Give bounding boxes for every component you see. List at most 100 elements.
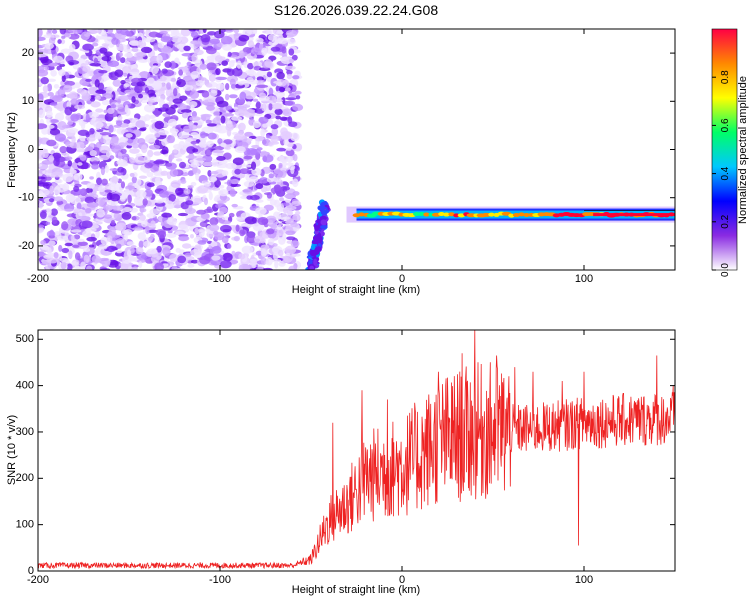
noise-blob: [225, 162, 237, 170]
noise-blob: [286, 236, 296, 241]
noise-blob: [77, 129, 90, 136]
noise-blob: [100, 236, 109, 245]
noise-blob: [50, 34, 60, 39]
x-tick-label: -200: [27, 273, 49, 285]
noise-blob: [154, 108, 161, 117]
noise-blob: [276, 71, 285, 80]
noise-blob: [51, 171, 63, 178]
noise-blob: [244, 216, 257, 225]
noise-blob: [154, 132, 161, 138]
noise-blob: [236, 60, 242, 69]
noise-blob: [272, 251, 279, 261]
noise-blob: [165, 88, 174, 98]
noise-blob: [209, 217, 219, 226]
colorbar-tick-label: 0.0: [720, 263, 731, 277]
noise-blob: [234, 168, 242, 175]
noise-blob: [172, 98, 183, 104]
noise-blob: [207, 170, 212, 177]
noise-blob: [177, 255, 187, 264]
noise-blob: [49, 229, 55, 237]
noise-blob: [216, 125, 229, 134]
noise-blob: [189, 159, 199, 164]
noise-blob: [101, 55, 112, 62]
noise-blob: [160, 222, 166, 227]
noise-blob: [38, 201, 44, 210]
noise-blob: [136, 51, 147, 58]
noise-blob: [239, 229, 246, 237]
noise-blob: [220, 35, 233, 45]
noise-blob: [233, 32, 240, 41]
noise-blob: [290, 222, 299, 228]
noise-blob: [136, 259, 146, 263]
noise-blob: [68, 250, 73, 260]
snr-y-ticks: 0 100 200 300 400 500: [16, 333, 675, 577]
spectrogram-x-ticks: -200 -100 0 100: [27, 29, 593, 285]
noise-blob: [119, 29, 130, 36]
noise-blob: [117, 115, 123, 121]
noise-blob: [197, 240, 207, 245]
noise-blob: [226, 179, 232, 187]
noise-blob: [45, 254, 55, 258]
noise-blob: [135, 189, 147, 198]
signal-core: [488, 212, 495, 217]
noise-blob: [190, 249, 201, 256]
noise-blob: [270, 46, 281, 52]
noise-blob: [223, 139, 233, 145]
noise-blob: [71, 261, 79, 266]
arc-blob: [320, 224, 328, 230]
noise-blob: [98, 244, 109, 250]
noise-blob: [238, 50, 245, 59]
noise-blob: [49, 128, 61, 136]
noise-blob: [138, 175, 148, 179]
noise-blob: [292, 75, 300, 80]
arc-blob: [320, 209, 327, 216]
noise-blob: [124, 61, 131, 67]
noise-blob: [116, 159, 128, 166]
noise-blob: [267, 237, 275, 246]
noise-blob: [68, 61, 74, 66]
noise-blob: [291, 54, 298, 61]
noise-blob: [82, 65, 91, 72]
noise-blob: [271, 127, 279, 137]
noise-blob: [205, 119, 212, 124]
noise-blob: [109, 138, 119, 146]
snr-x-axis-label: Height of straight line (km): [292, 584, 420, 596]
noise-blob: [101, 32, 108, 40]
noise-blob: [128, 157, 135, 163]
noise-blob: [150, 220, 156, 227]
noise-blob: [46, 139, 57, 147]
noise-blob: [294, 90, 302, 95]
noise-blob: [224, 146, 231, 150]
noise-blob: [38, 123, 48, 130]
noise-blob: [181, 112, 189, 119]
noise-blob: [198, 140, 208, 148]
noise-blob: [80, 122, 86, 130]
noise-blob: [95, 133, 102, 140]
noise-blob: [175, 187, 184, 196]
noise-blob: [251, 264, 256, 269]
noise-blob: [292, 153, 298, 162]
noise-blob: [47, 247, 52, 256]
noise-blob: [109, 193, 121, 202]
noise-blob: [252, 120, 261, 129]
noise-blob: [295, 95, 301, 100]
noise-blob: [85, 113, 90, 123]
noise-blob: [38, 182, 50, 187]
noise-blob: [204, 99, 209, 104]
noise-blob: [46, 110, 53, 118]
noise-blob: [170, 77, 177, 82]
noise-blob: [266, 192, 273, 199]
snr-series-line: [38, 330, 675, 570]
colorbar-tick-label: 0.2: [720, 214, 731, 228]
noise-blob: [233, 235, 241, 242]
noise-blob: [289, 132, 300, 142]
noise-blob: [227, 51, 232, 57]
noise-blob: [216, 155, 226, 161]
noise-blob: [228, 212, 235, 218]
noise-blob: [154, 176, 161, 183]
noise-blob: [69, 141, 81, 149]
noise-blob: [104, 189, 112, 193]
x-tick-label: 100: [575, 574, 593, 586]
noise-blob: [178, 131, 190, 139]
noise-blob: [67, 29, 78, 34]
